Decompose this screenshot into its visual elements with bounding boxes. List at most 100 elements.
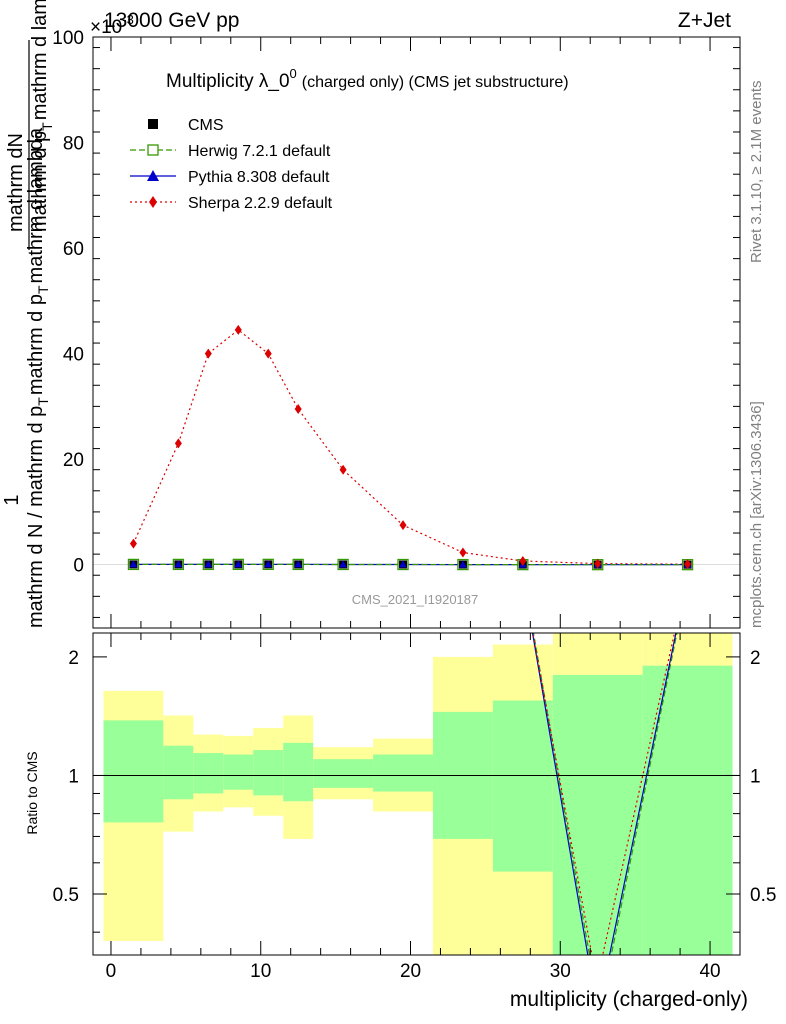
legend-entry-sherpa: Sherpa 2.2.9 default xyxy=(130,195,333,212)
legend: CMS Herwig 7.2.1 default Pythia 8.308 de… xyxy=(130,117,333,212)
legend-entry-cms: CMS xyxy=(148,117,224,134)
main-y-ticks: 0 20 40 60 80 100 xyxy=(52,28,740,618)
legend-herwig-marker xyxy=(147,144,159,156)
plot-title-main: Multiplicity λ_0 xyxy=(166,71,290,92)
ratio-inner-band xyxy=(283,742,314,802)
ylabel-bottom-b: mathrm d p xyxy=(25,294,47,395)
sherpa-point xyxy=(204,348,212,359)
sherpa-line xyxy=(132,329,688,565)
main-panel: 0 20 40 60 80 100 CMS_2021_I1920187 xyxy=(52,28,741,629)
ratio-inner-band xyxy=(492,700,553,872)
ratio-inner-band xyxy=(373,754,433,792)
legend-sherpa-marker xyxy=(149,196,157,208)
energy-label: 13000 GeV pp xyxy=(104,9,239,32)
plot-title-suffix: (charged only) (CMS jet substructure) xyxy=(302,74,569,91)
plot-title-sup: 0 xyxy=(290,66,297,81)
sherpa-point xyxy=(399,520,407,531)
sherpa-point xyxy=(234,324,242,335)
ylabel-top-numerator: mathrm dN xyxy=(5,133,27,232)
main-ytick-label: 100 xyxy=(52,28,84,49)
yscale-label: ×10-3 xyxy=(90,12,134,38)
mcplots-label: mcplots.cern.ch [arXiv:1306.3436] xyxy=(748,401,765,628)
ratio-inner-band xyxy=(642,665,733,955)
plot-title: Multiplicity λ_00 (charged only) (CMS jet… xyxy=(166,66,569,92)
main-ytick-label: 0 xyxy=(73,556,84,577)
legend-entry-herwig: Herwig 7.2.1 default xyxy=(130,143,331,160)
watermark: CMS_2021_I1920187 xyxy=(352,592,479,607)
pythia-point xyxy=(174,560,183,568)
ylabel-top-den-a: mathrm d p xyxy=(29,131,51,232)
sherpa-point xyxy=(339,464,347,475)
ylabel-bottom: mathrm d N / mathrm d pTmathrm d pTmathr… xyxy=(25,127,51,628)
pythia-point xyxy=(294,560,303,568)
ratio-ytick-label-right: 0.5 xyxy=(750,885,776,906)
ratio-mc-lines xyxy=(531,633,678,955)
legend-sherpa-label: Sherpa 2.2.9 default xyxy=(188,195,333,212)
ylabel-top-denominator: mathrm d pTmathrm d lambda xyxy=(29,0,55,232)
main-frame xyxy=(92,36,741,629)
legend-pythia-label: Pythia 8.308 default xyxy=(188,169,330,186)
ylabel-bottom-sub2: T xyxy=(35,285,51,294)
sherpa-point xyxy=(294,404,302,415)
ylabel-bottom-a: mathrm d N / mathrm d p xyxy=(25,406,47,628)
ratio-line-pythia xyxy=(531,633,677,955)
pythia-point xyxy=(234,560,243,568)
sherpa-point xyxy=(594,558,602,569)
ratio-xtick-label: 0 xyxy=(106,961,117,982)
pythia-point xyxy=(204,560,213,568)
legend-cms-marker xyxy=(148,119,158,129)
data-markers xyxy=(127,324,694,571)
ratio-ytick-label-right: 1 xyxy=(750,766,761,787)
pythia-point xyxy=(458,560,467,568)
pythia-point xyxy=(339,560,348,568)
legend-pythia-marker xyxy=(147,170,159,181)
sherpa-point xyxy=(459,547,467,558)
ratio-xtick-label: 20 xyxy=(400,961,421,982)
sherpa-point xyxy=(129,538,137,549)
main-ylabel: mathrm dN mathrm d pTmathrm d lambda 1 m… xyxy=(1,0,55,628)
ratio-inner-band xyxy=(223,754,254,790)
ratio-ytick-label-right: 2 xyxy=(750,648,761,669)
sherpa-point xyxy=(264,348,272,359)
yscale-base: ×10 xyxy=(90,17,122,38)
main-x-ticks xyxy=(110,37,741,628)
ratio-inner-band xyxy=(193,753,224,794)
ratio-line-herwig xyxy=(532,633,678,955)
ratio-inner-band xyxy=(253,750,284,796)
legend-herwig-label: Herwig 7.2.1 default xyxy=(188,143,331,160)
main-ytick-label: 40 xyxy=(63,345,84,366)
ylabel-top-den-sub: T xyxy=(39,122,55,131)
rivet-label: Rivet 3.1.10, ≥ 2.1M events xyxy=(748,81,765,264)
sherpa-point xyxy=(174,438,182,449)
ratio-inner-band xyxy=(103,720,164,823)
ylabel-bottom-c: mathrm d lambda xyxy=(25,127,47,283)
sherpa-point xyxy=(519,555,527,566)
ratio-ytick-label-left: 1 xyxy=(68,766,79,787)
ratio-inner-band xyxy=(163,745,194,800)
ylabel-one: 1 xyxy=(1,494,23,505)
ratio-xtick-label: 30 xyxy=(550,961,571,982)
main-ytick-label: 20 xyxy=(63,450,84,471)
ratio-ylabel: Ratio to CMS xyxy=(24,751,40,834)
yscale-exp: -3 xyxy=(122,12,134,27)
pythia-point xyxy=(399,560,408,568)
ratio-inner-band xyxy=(552,674,643,955)
ratio-xtick-label: 10 xyxy=(250,961,271,982)
process-label: Z+Jet xyxy=(678,9,731,32)
ylabel-top-den-b: mathrm d lambda xyxy=(29,0,51,120)
pythia-point xyxy=(129,560,138,568)
ratio-ytick-label-left: 2 xyxy=(68,648,79,669)
ratio-bands xyxy=(103,633,733,955)
ratio-ytick-label-left: 0.5 xyxy=(53,885,79,906)
ratio-y-ticks: 0.5 0.5 1 1 2 2 xyxy=(53,648,776,933)
ylabel-bottom-sub1: T xyxy=(35,397,51,406)
main-ytick-label: 60 xyxy=(63,239,84,260)
legend-cms-label: CMS xyxy=(188,117,224,134)
main-ytick-label: 80 xyxy=(63,134,84,155)
sherpa-point xyxy=(684,559,692,570)
ratio-xtick-label: 40 xyxy=(699,961,720,982)
ratio-x-ticks: 0 10 20 30 40 xyxy=(106,633,741,982)
x-axis-label: multiplicity (charged-only) xyxy=(510,988,748,1011)
ratio-frame xyxy=(92,632,741,956)
